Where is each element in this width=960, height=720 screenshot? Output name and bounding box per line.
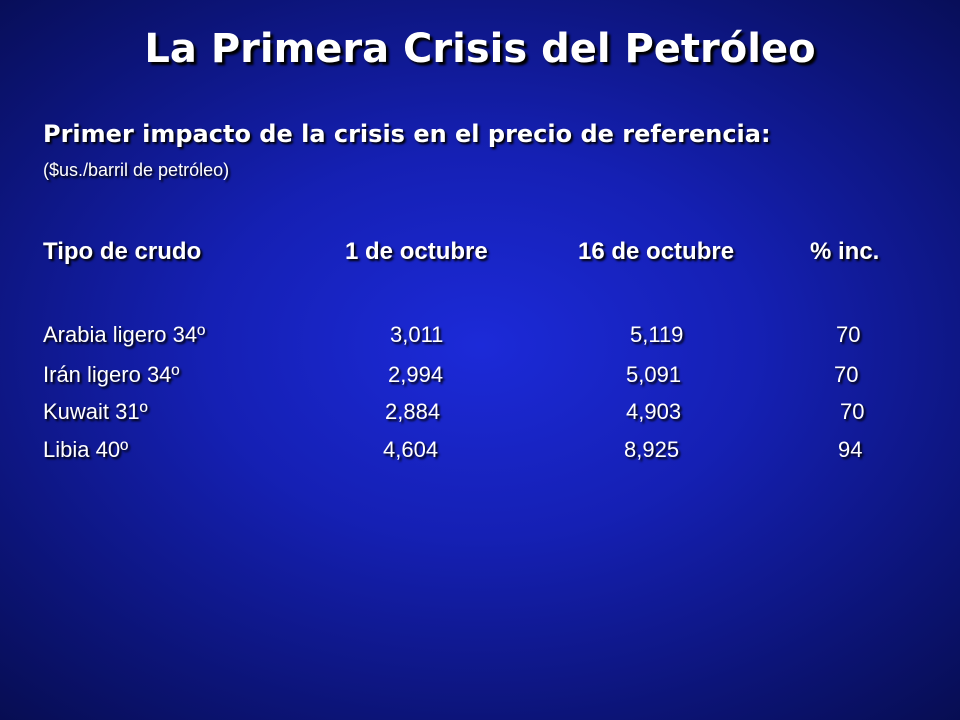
crude-type-cell: Kuwait 31º — [43, 399, 148, 424]
table-row: Irán ligero 34º 2,994 5,091 70 — [0, 362, 960, 392]
oct-16-price-cell: 5,091 — [626, 362, 682, 387]
oct-1-price-cell: 2,994 — [388, 362, 444, 387]
unit-note: ($us./barril de petróleo) — [43, 160, 230, 180]
pct-increase-cell: 70 — [840, 399, 865, 424]
slide-subtitle: Primer impacto de la crisis en el precio… — [43, 120, 771, 148]
header-oct-16: 16 de octubre — [578, 238, 735, 265]
crude-type-cell: Arabia ligero 34º — [43, 322, 206, 347]
oct-16-price-cell: 5,119 — [630, 322, 684, 347]
table-header: Tipo de crudo 1 de octubre 16 de octubre… — [0, 238, 960, 268]
header-crude-type: Tipo de crudo — [43, 238, 202, 265]
pct-increase-cell: 70 — [836, 322, 861, 347]
pct-increase-cell: 94 — [838, 437, 863, 462]
oct-16-price-cell: 4,903 — [626, 399, 682, 424]
oct-1-price-cell: 2,884 — [385, 399, 441, 424]
header-pct-increase: % inc. — [810, 238, 880, 265]
table-row: Arabia ligero 34º 3,011 5,119 70 — [0, 322, 960, 352]
oct-1-price-cell: 3,011 — [390, 322, 444, 347]
table-row: Kuwait 31º 2,884 4,903 70 — [0, 399, 960, 429]
oct-16-price-cell: 8,925 — [624, 437, 680, 462]
crude-type-cell: Irán ligero 34º — [43, 362, 180, 387]
table-row: Libia 40º 4,604 8,925 94 — [0, 437, 960, 467]
slide-title: La Primera Crisis del Petróleo — [144, 26, 816, 72]
header-oct-1: 1 de octubre — [345, 238, 488, 265]
pct-increase-cell: 70 — [834, 362, 859, 387]
crude-type-cell: Libia 40º — [43, 437, 129, 462]
oct-1-price-cell: 4,604 — [383, 437, 439, 462]
